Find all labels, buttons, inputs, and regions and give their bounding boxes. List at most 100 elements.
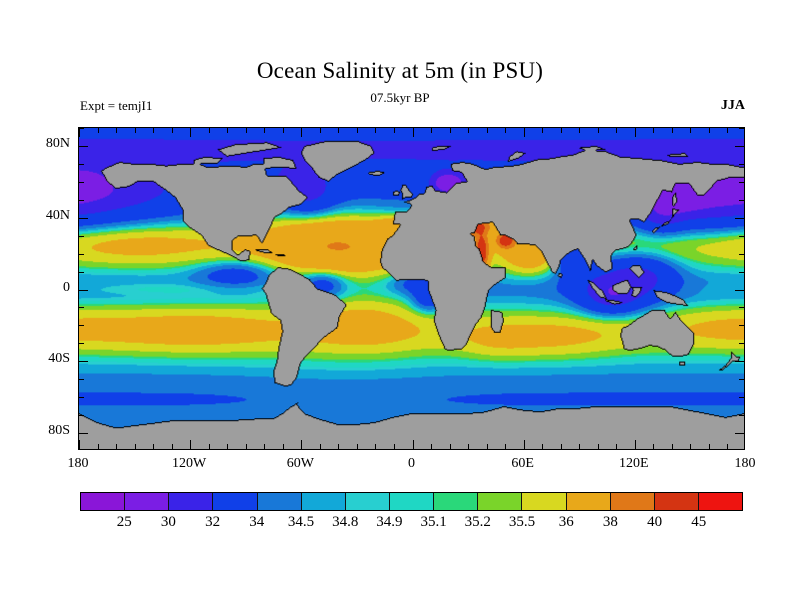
axis-tick xyxy=(79,440,80,449)
axis-tick xyxy=(79,397,84,398)
x-axis-label: 0 xyxy=(408,456,415,471)
axis-tick xyxy=(116,128,117,133)
axis-tick xyxy=(79,290,88,291)
axis-tick xyxy=(394,444,395,449)
axis-tick xyxy=(135,444,136,449)
axis-tick xyxy=(524,128,525,137)
figure-title: Ocean Salinity at 5m (in PSU) xyxy=(256,58,544,83)
axis-tick xyxy=(579,444,580,449)
axis-tick xyxy=(431,128,432,133)
axis-tick xyxy=(190,440,191,449)
axis-tick xyxy=(505,128,506,133)
axis-tick xyxy=(735,290,744,291)
axis-tick xyxy=(79,164,84,165)
axis-tick xyxy=(709,444,710,449)
y-axis-label: 40N xyxy=(45,207,70,223)
colorbar-segment xyxy=(345,493,390,510)
axis-tick xyxy=(450,128,451,133)
axis-tick xyxy=(653,444,654,449)
axis-tick xyxy=(413,440,414,449)
axis-tick xyxy=(98,444,99,449)
axis-tick xyxy=(561,128,562,133)
x-axis-label: 180 xyxy=(67,456,89,471)
colorbar-segment xyxy=(434,493,479,510)
axis-tick xyxy=(735,146,744,147)
colorbar-tick-label: 36 xyxy=(558,514,574,530)
axis-tick xyxy=(153,444,154,449)
colorbar-segment xyxy=(698,493,743,510)
colorbar-segment xyxy=(522,493,567,510)
y-axis-label: 80S xyxy=(48,423,70,439)
axis-tick xyxy=(450,444,451,449)
axis-tick xyxy=(672,128,673,133)
colorbar-segment xyxy=(478,493,523,510)
colorbar-tick-label: 25 xyxy=(116,514,132,530)
axis-tick xyxy=(739,182,744,183)
colorbar-segment xyxy=(257,493,302,510)
axis-tick xyxy=(690,444,691,449)
colorbar-segment xyxy=(389,493,435,510)
axis-tick xyxy=(153,128,154,133)
axis-tick xyxy=(524,440,525,449)
axis-tick xyxy=(172,444,173,449)
axis-tick xyxy=(739,254,744,255)
axis-tick xyxy=(487,444,488,449)
y-axis-label: 80N xyxy=(45,135,70,151)
colorbar-segment xyxy=(566,493,611,510)
axis-tick xyxy=(79,128,80,137)
colorbar-tick-label: 35.1 xyxy=(420,514,447,530)
axis-tick xyxy=(616,128,617,133)
colorbar-tick-label: 38 xyxy=(602,514,618,530)
axis-tick xyxy=(727,444,728,449)
axis-tick xyxy=(690,128,691,133)
axis-tick xyxy=(394,128,395,133)
colorbar-segment xyxy=(81,493,126,510)
axis-tick xyxy=(79,200,84,201)
colorbar-tick-label: 34.8 xyxy=(332,514,359,530)
axis-tick xyxy=(301,128,302,137)
axis-tick xyxy=(375,128,376,133)
axis-tick xyxy=(375,444,376,449)
axis-tick xyxy=(246,128,247,133)
colorbar-tick-label: 34.9 xyxy=(376,514,403,530)
axis-tick xyxy=(79,146,88,147)
colorbar-segment xyxy=(654,493,699,510)
axis-tick xyxy=(739,325,744,326)
axis-tick xyxy=(283,444,284,449)
axis-tick xyxy=(338,444,339,449)
axis-tick xyxy=(264,444,265,449)
experiment-label: Expt = temjI1 xyxy=(80,98,153,113)
axis-tick xyxy=(727,128,728,133)
axis-tick xyxy=(79,254,84,255)
colorbar-tick-label: 40 xyxy=(647,514,663,530)
axis-tick xyxy=(709,128,710,133)
colorbar-tick-label: 34.5 xyxy=(287,514,315,530)
axis-tick xyxy=(739,272,744,273)
axis-tick xyxy=(135,128,136,133)
axis-tick xyxy=(579,128,580,133)
axis-tick xyxy=(542,128,543,133)
axis-tick xyxy=(79,307,84,308)
x-axis-label: 120E xyxy=(619,456,649,471)
colorbar-segment xyxy=(169,493,214,510)
axis-tick xyxy=(357,444,358,449)
axis-tick xyxy=(542,444,543,449)
axis-tick xyxy=(79,433,88,434)
axis-tick xyxy=(79,236,84,237)
axis-tick xyxy=(79,128,84,129)
axis-tick xyxy=(116,444,117,449)
axis-tick xyxy=(739,415,744,416)
axis-tick xyxy=(172,128,173,133)
axis-tick xyxy=(739,236,744,237)
axis-tick xyxy=(735,218,744,219)
axis-tick xyxy=(431,444,432,449)
axis-tick xyxy=(227,128,228,133)
axis-tick xyxy=(264,128,265,133)
axis-tick xyxy=(79,361,88,362)
axis-tick xyxy=(505,444,506,449)
axis-tick xyxy=(357,128,358,133)
axis-tick xyxy=(635,128,636,137)
colorbar-tick-label: 32 xyxy=(205,514,221,530)
figure-subtitle: 07.5kyr BP xyxy=(370,90,430,105)
axis-tick xyxy=(79,325,84,326)
